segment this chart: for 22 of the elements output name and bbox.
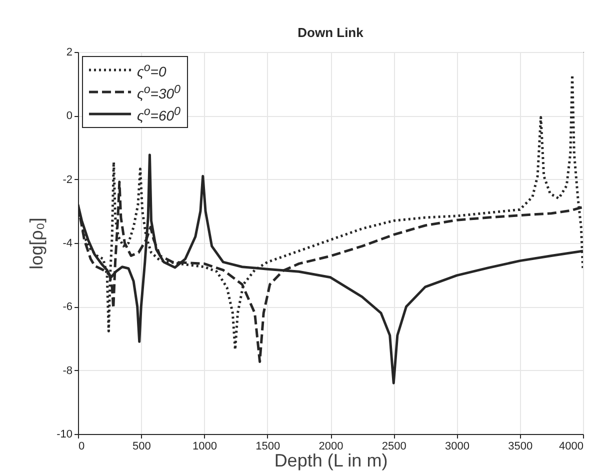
- legend-label: ς$^{o}$=30$^{0}$: [137, 82, 181, 102]
- y-axis-title: log[ρ₀]: [26, 218, 47, 270]
- x-tick-label: 1000: [192, 440, 217, 452]
- y-tick-label: -10: [56, 428, 72, 440]
- y-tick-label: -4: [62, 238, 72, 250]
- legend-label: ς$^{o}$=60$^{0}$: [137, 104, 181, 124]
- x-tick-label: 3500: [508, 440, 533, 452]
- y-tick-label: -6: [62, 301, 72, 314]
- legend-label: ς$^{o}$=0: [137, 60, 166, 80]
- y-tick-label: -2: [62, 174, 72, 186]
- x-tick-label: 2500: [382, 440, 406, 452]
- x-tick-label: 1500: [256, 440, 280, 452]
- x-tick-label: 0: [78, 440, 85, 452]
- y-tick-label: -8: [62, 364, 72, 377]
- y-tick-label: 0: [66, 110, 72, 122]
- x-tick-label: 2000: [318, 440, 344, 452]
- x-tick-label: 4000: [559, 440, 584, 452]
- x-tick-label: 500: [132, 440, 151, 452]
- x-tick-label: 3000: [445, 440, 470, 452]
- chart-title: Down Link: [298, 25, 364, 40]
- y-tick-label: 2: [66, 46, 72, 58]
- x-axis-title: Depth (L in m): [274, 450, 388, 470]
